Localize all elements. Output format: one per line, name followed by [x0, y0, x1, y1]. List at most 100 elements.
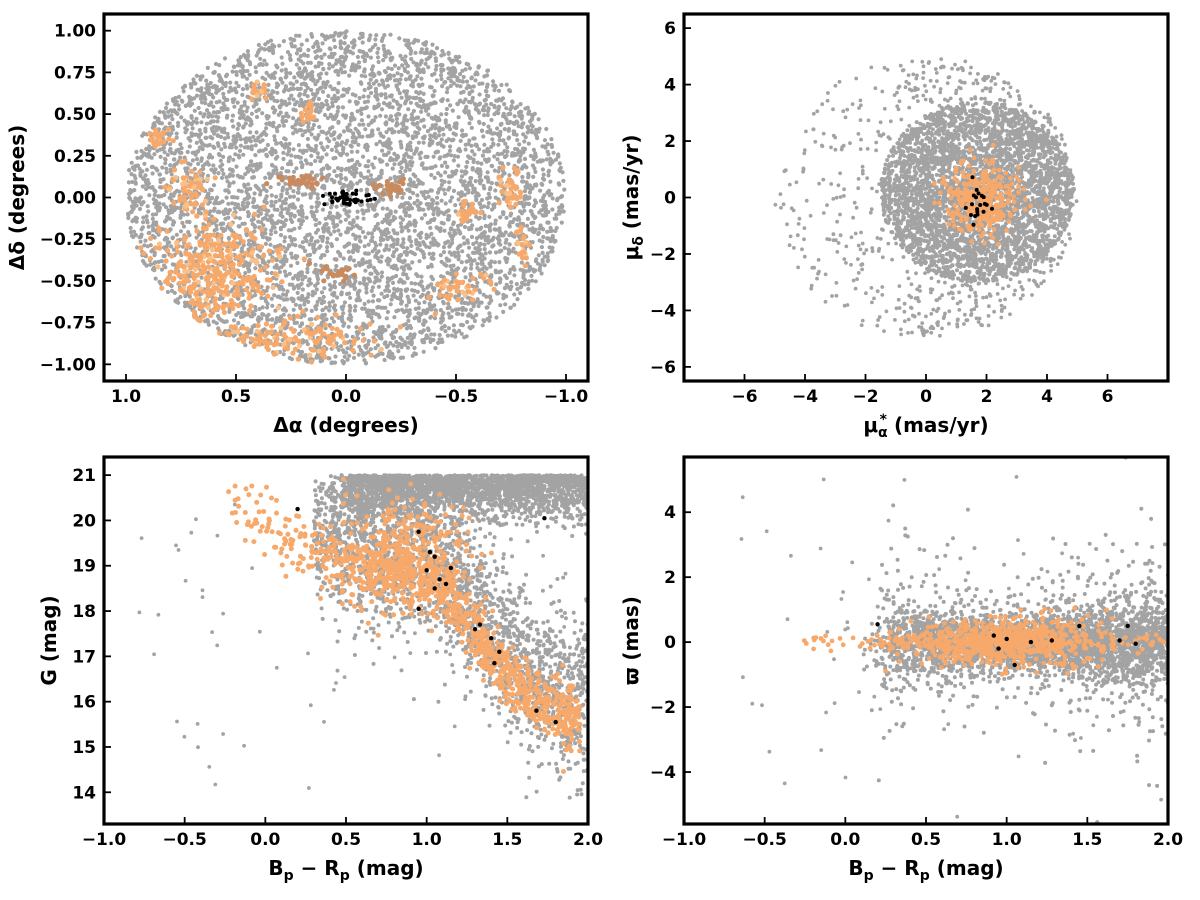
field-star — [336, 135, 342, 140]
field-star — [228, 80, 233, 85]
field-star — [342, 300, 347, 305]
field-star — [448, 264, 453, 269]
field-star — [503, 240, 508, 245]
field-star — [504, 153, 509, 158]
field-star — [478, 202, 483, 207]
field-star — [331, 305, 336, 310]
field-star — [178, 142, 183, 147]
field-star — [496, 88, 502, 93]
field-star — [497, 249, 502, 254]
field-star — [374, 212, 379, 217]
field-star — [434, 206, 439, 211]
field-star — [158, 154, 163, 159]
field-star — [379, 93, 384, 98]
field-star — [451, 158, 456, 163]
field-star — [502, 127, 507, 132]
field-star — [303, 192, 308, 197]
field-star — [512, 121, 517, 126]
field-star — [356, 142, 361, 147]
field-star — [485, 316, 490, 322]
field-star — [480, 267, 485, 272]
field-star — [297, 121, 302, 127]
field-star — [284, 118, 289, 124]
field-star — [274, 194, 279, 199]
field-star — [378, 113, 383, 118]
field-star — [526, 286, 531, 291]
field-star — [352, 39, 357, 44]
field-star — [274, 141, 279, 146]
field-star — [363, 235, 368, 240]
field-star — [143, 238, 148, 243]
field-star — [319, 54, 324, 60]
field-star — [427, 251, 432, 256]
field-star — [405, 309, 410, 314]
field-star — [295, 197, 301, 202]
field-star — [249, 111, 254, 116]
field-star — [422, 124, 427, 129]
field-star — [419, 109, 424, 114]
field-star — [169, 192, 174, 197]
field-star — [342, 87, 347, 92]
field-star — [346, 214, 351, 219]
field-star — [287, 243, 292, 249]
field-star — [127, 168, 132, 173]
field-star — [465, 319, 470, 325]
field-star — [266, 317, 271, 322]
field-star — [272, 207, 277, 212]
field-star — [405, 276, 410, 281]
field-star — [214, 114, 219, 119]
field-star — [178, 229, 184, 234]
field-star — [176, 123, 181, 128]
field-star — [434, 116, 439, 121]
field-star — [482, 149, 487, 154]
field-star — [413, 50, 418, 56]
field-star — [170, 127, 176, 132]
field-star — [487, 187, 493, 192]
field-star — [488, 128, 493, 133]
field-star — [262, 187, 267, 192]
field-star — [501, 171, 506, 176]
field-star — [548, 225, 553, 231]
field-star — [491, 83, 496, 88]
field-star — [447, 250, 452, 255]
field-star — [329, 360, 334, 366]
field-star — [477, 81, 482, 86]
field-star — [239, 310, 245, 316]
field-star — [241, 152, 246, 157]
field-star — [368, 33, 373, 38]
field-star — [167, 121, 172, 126]
field-star — [214, 125, 219, 130]
field-star — [474, 240, 479, 245]
field-star — [240, 87, 246, 92]
field-star — [338, 55, 343, 60]
field-star — [409, 281, 414, 286]
field-star — [291, 341, 296, 346]
field-star — [370, 299, 375, 304]
field-star — [310, 289, 315, 294]
field-star — [370, 45, 375, 50]
field-star — [494, 315, 499, 320]
field-star — [340, 317, 345, 322]
field-star — [357, 65, 362, 70]
field-star — [405, 132, 410, 137]
field-star — [170, 210, 175, 215]
field-star — [237, 107, 243, 112]
field-star — [361, 216, 366, 221]
field-star — [447, 315, 452, 320]
field-star — [541, 195, 546, 200]
field-star — [518, 102, 523, 107]
field-star — [251, 175, 256, 180]
field-star — [254, 109, 259, 114]
field-star — [132, 167, 137, 172]
field-star — [401, 156, 406, 161]
field-star — [271, 168, 276, 173]
field-star — [206, 111, 211, 116]
field-star — [313, 49, 318, 54]
field-star — [372, 106, 377, 111]
field-star — [348, 295, 353, 300]
field-star — [523, 135, 528, 140]
field-star — [496, 142, 501, 147]
field-star — [477, 147, 482, 152]
field-star — [419, 105, 424, 110]
field-star — [172, 204, 177, 209]
